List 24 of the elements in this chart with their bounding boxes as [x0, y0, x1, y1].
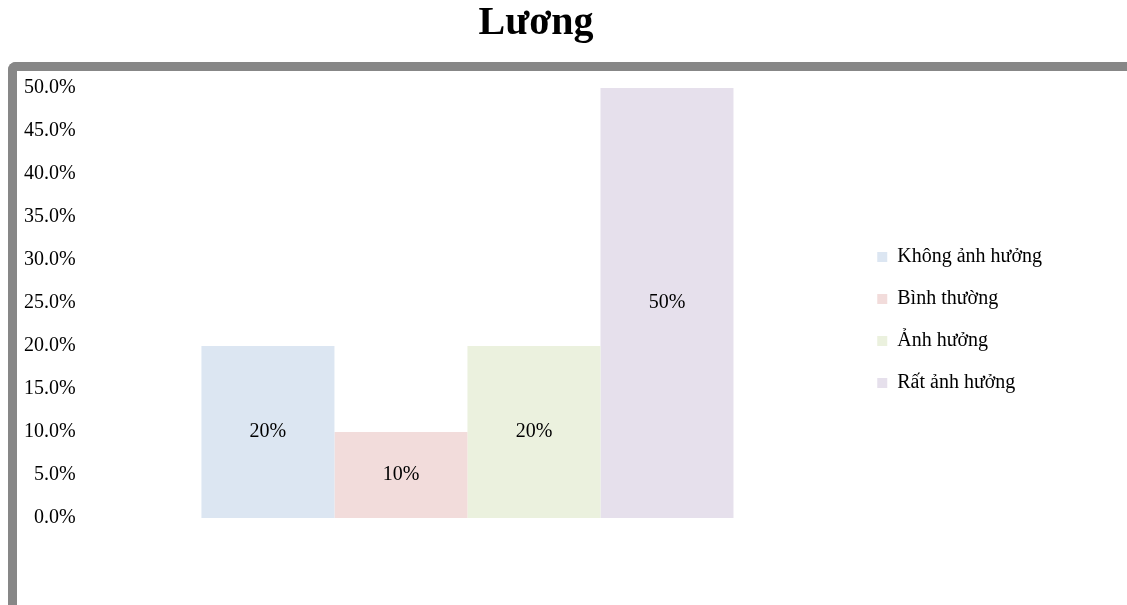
legend-label: Bình thường	[897, 286, 999, 310]
bar	[600, 88, 734, 518]
y-tick-label: 35.0%	[23, 204, 76, 227]
y-tick-label: 5.0%	[33, 462, 76, 485]
bar	[334, 432, 468, 518]
y-tick-label: 25.0%	[23, 290, 76, 313]
y-tick-label: 20.0%	[23, 333, 76, 356]
bar	[467, 346, 601, 518]
chart-title: Lương	[478, 0, 594, 44]
legend-label: Ảnh hưởng	[897, 328, 989, 352]
y-tick-label: 10.0%	[23, 419, 76, 442]
bar	[201, 346, 335, 518]
data-label: 20%	[249, 419, 287, 442]
y-tick-label: 15.0%	[23, 376, 76, 399]
legend-label: Không ảnh hưởng	[897, 244, 1043, 268]
legend-label: Rất ảnh hưởng	[897, 370, 1016, 394]
data-label: 20%	[515, 419, 553, 442]
y-tick-label: 0.0%	[33, 505, 76, 528]
y-tick-label: 50.0%	[23, 75, 76, 98]
y-tick-label: 30.0%	[23, 247, 76, 270]
data-label: 10%	[382, 462, 420, 485]
y-tick-label: 45.0%	[23, 118, 76, 141]
y-tick-label: 40.0%	[23, 161, 76, 184]
data-label: 50%	[648, 290, 686, 313]
